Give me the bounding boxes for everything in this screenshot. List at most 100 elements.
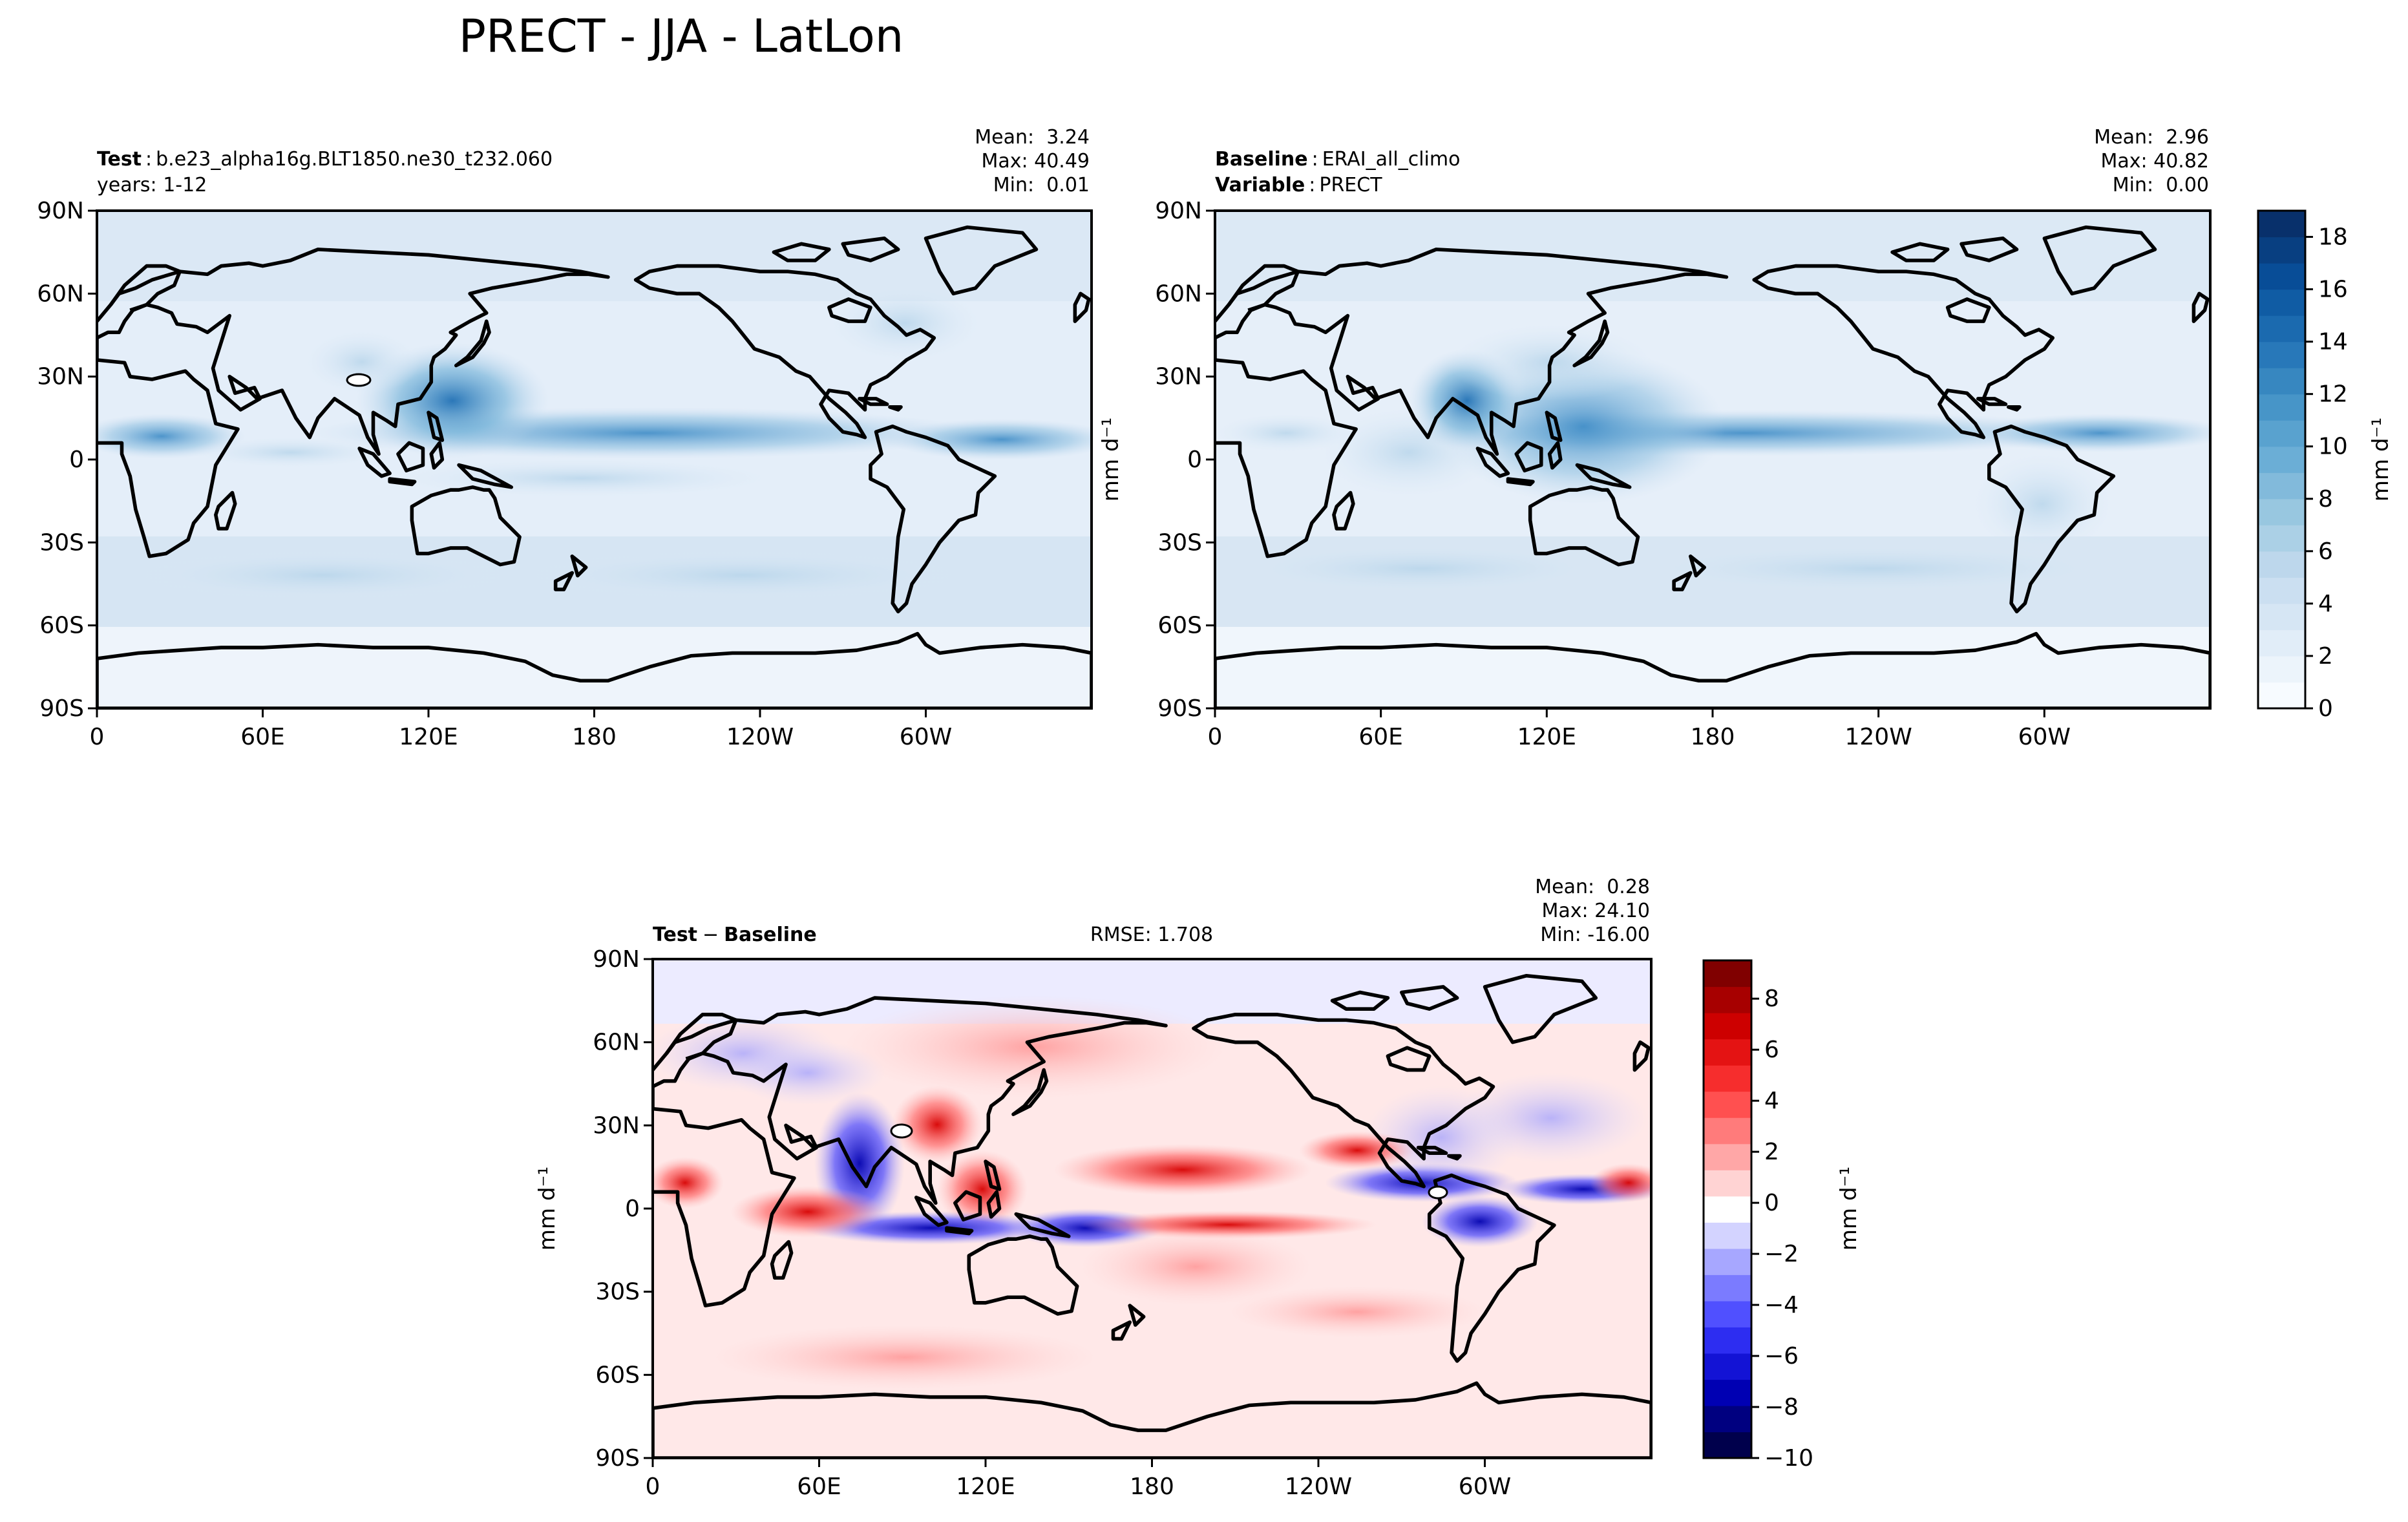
baseline-header2-value: PRECT [1319, 174, 1382, 196]
baseline-lon-axis: 0 60E 120E 180 120W 60W [1208, 708, 2071, 750]
diff-lon-label: 0 [646, 1474, 660, 1500]
diff-colorbar-tick-label: −10 [1764, 1445, 1813, 1472]
precip-colorbar-segment [2258, 577, 2305, 604]
diff-stat-mean: Mean: 0.28 [1535, 876, 1650, 898]
diff-colorbar-tick-label: 0 [1764, 1190, 1779, 1216]
diff-colorbar-segment [1704, 1196, 1751, 1223]
test-lon-label: 60W [900, 724, 952, 750]
precip-colorbar-segment [2258, 446, 2305, 473]
baseline-header-value: ERAI_all_climo [1322, 148, 1461, 171]
precip-colorbar-tick-label: 16 [2318, 277, 2348, 303]
precip-colorbar-tick-label: 6 [2318, 538, 2333, 565]
diff-colorbar-segment [1704, 960, 1751, 988]
precip-colorbar-tick-label: 2 [2318, 643, 2333, 670]
diff-colorbar-segment [1704, 1143, 1751, 1170]
test-lon-axis: 0 60E 120E 180 120W 60W [90, 708, 952, 750]
baseline-header-line2: Variable: PRECT [1215, 174, 1382, 196]
precip-colorbar-tick-label: 4 [2318, 591, 2333, 617]
precip-colorbar-segment [2258, 472, 2305, 500]
precip-colorbar-segment [2258, 368, 2305, 395]
precip-colorbar-tick-label: 0 [2318, 695, 2333, 722]
test-header-label: Test [97, 148, 142, 171]
test-lat-label: 30S [39, 529, 84, 556]
precip-colorbar-segment [2258, 237, 2305, 264]
precip-colorbar-segment [2258, 341, 2305, 368]
precip-colorbar-segment [2258, 551, 2305, 578]
diff-colorbar-segment [1704, 986, 1751, 1013]
test-header: Test: b.e23_alpha16g.BLT1850.ne30_t232.06… [97, 148, 553, 171]
precip-colorbar-segment [2258, 211, 2305, 238]
test-lat-label: 0 [69, 447, 84, 473]
precip-colorbar-frame [2257, 209, 2307, 710]
baseline-stat-mean: Mean: 2.96 [2094, 126, 2209, 149]
precip-colorbar-segment [2258, 655, 2305, 683]
diff-colorbar-tick-label: 4 [1764, 1088, 1779, 1114]
diff-colorbar-segment [1704, 1248, 1751, 1275]
precip-colorbar-tick-label: 18 [2318, 224, 2348, 251]
diff-stat-max: Max: 24.10 [1541, 900, 1650, 922]
baseline-lon-label: 180 [1691, 724, 1735, 750]
baseline-header-colon: : [1312, 148, 1318, 171]
test-lat-label: 60N [37, 280, 84, 307]
test-lat-axis: 90N 60N 30N 0 30S 60S 90S [37, 198, 97, 722]
diff-lat-label: 60N [593, 1030, 640, 1056]
diff-lon-label: 120W [1285, 1474, 1352, 1500]
diff-colorbar-segment [1704, 1013, 1751, 1040]
baseline-stat-min: Min: 0.00 [2113, 174, 2209, 196]
baseline-lat-label: 30N [1155, 364, 1202, 390]
baseline-lon-label: 120E [1517, 724, 1576, 750]
diff-lon-label: 60E [797, 1474, 841, 1500]
test-lat-label: 30N [37, 364, 84, 390]
diff-map [653, 959, 1651, 1458]
test-lon-label: 60E [240, 724, 285, 750]
baseline-lon-label: 60E [1358, 724, 1403, 750]
test-lon-label: 120E [399, 724, 458, 750]
baseline-lon-label: 60W [2018, 724, 2071, 750]
precip-colorbar-segment [2258, 263, 2305, 290]
precip-colorbar-segment [2258, 525, 2305, 552]
diff-colorbar-tick-label: 6 [1764, 1037, 1779, 1063]
diff-lat-label: 0 [625, 1196, 640, 1222]
baseline-stat-max: Max: 40.82 [2100, 150, 2209, 173]
baseline-lat-label: 60N [1155, 280, 1202, 307]
test-lat-label: 60S [39, 613, 84, 639]
diff-colorbar-segment [1704, 1039, 1751, 1066]
diff-lat-label: 90S [595, 1445, 640, 1472]
test-header-colon: : [145, 148, 152, 171]
baseline-lat-axis: 90N 60N 30N 0 30S 60S 90S [1155, 198, 1215, 722]
diff-colorbar-tick-label: −2 [1764, 1241, 1799, 1267]
baseline-header: Baseline: ERAI_all_climo [1215, 148, 1460, 171]
precip-colorbar-segment [2258, 289, 2305, 316]
diff-header-label2: Baseline [724, 924, 817, 946]
test-lon-label: 0 [90, 724, 105, 750]
baseline-lat-label: 0 [1187, 447, 1202, 473]
diff-colorbar-frame [1702, 959, 1753, 1459]
precip-colorbar-segment [2258, 682, 2305, 709]
diff-header: Test − Baseline [653, 924, 817, 946]
diff-colorbar-segment [1704, 1274, 1751, 1302]
baseline-side-unit: mm d⁻¹ [1098, 417, 1124, 502]
test-lon-label: 180 [572, 724, 617, 750]
diff-lat-label: 30N [593, 1112, 640, 1139]
precip-colorbar-segment [2258, 394, 2305, 421]
diff-panel: Test − Baseline RMSE: 1.708 Mean: 0.28 Max… [534, 876, 1653, 1500]
precip-colorbar-tick-label: 12 [2318, 381, 2348, 408]
diff-colorbar-tick-label: −4 [1764, 1292, 1799, 1318]
diff-colorbar-segment [1704, 1222, 1751, 1249]
diff-lat-label: 60S [595, 1362, 640, 1388]
precip-colorbar-segment [2258, 629, 2305, 657]
precip-colorbar-segment [2258, 315, 2305, 343]
baseline-lon-label: 0 [1208, 724, 1223, 750]
diff-colorbar-segment [1704, 1117, 1751, 1145]
diff-side-unit: mm d⁻¹ [534, 1167, 560, 1251]
diff-stat-min: Min: -16.00 [1540, 924, 1650, 946]
test-stat-min: Min: 0.01 [993, 174, 1090, 196]
test-header-value: b.e23_alpha16g.BLT1850.ne30_t232.060 [156, 148, 553, 171]
diff-colorbar-segment [1704, 1170, 1751, 1197]
diff-colorbar-segment [1704, 1091, 1751, 1118]
test-stat-max: Max: 40.49 [981, 150, 1090, 173]
diff-colorbar-segment [1704, 1065, 1751, 1092]
diff-colorbar: 8 6 4 2 0 −2 −4 −6 −8 −10 mm d⁻¹ [1702, 959, 1862, 1472]
figure-title: PRECT - JJA - LatLon [459, 10, 903, 63]
test-lat-label: 90S [39, 695, 84, 722]
